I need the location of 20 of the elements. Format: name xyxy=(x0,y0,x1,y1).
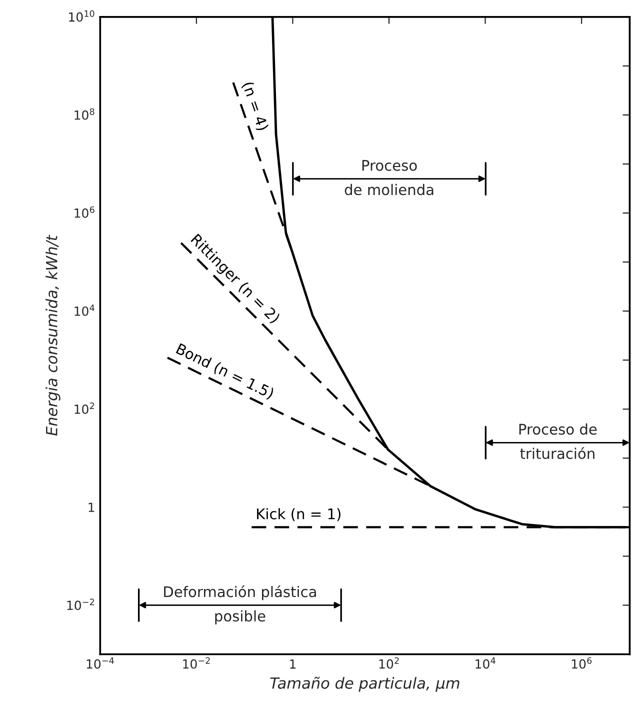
text: (n = 4) xyxy=(240,81,270,132)
x-tick-label: 10$^{6}$ xyxy=(572,657,592,669)
x-axis-title: Tamaño de particula, μm xyxy=(270,676,460,692)
y-tick-label: 10$^{10}$ xyxy=(69,10,94,22)
y-tick-label: 10$^{6}$ xyxy=(74,206,94,218)
x-tick-label: 1 xyxy=(290,659,296,669)
series-label: Kick (n = 1) xyxy=(257,508,340,522)
x-tick-label: 10$^{4}$ xyxy=(476,657,496,669)
annotation: Proceso de trituración xyxy=(519,423,597,460)
y-tick-label: 10$^{2}$ xyxy=(74,402,94,414)
x-tick-label: 10$^{−4}$ xyxy=(86,657,114,669)
x-tick-label: 10$^{2}$ xyxy=(379,657,399,669)
annotation: Deformación plástica posible xyxy=(164,585,316,624)
y-axis-title: Energia consumida, kWh/t xyxy=(46,234,60,436)
y-tick-label: 10$^{4}$ xyxy=(74,304,94,316)
annotation: Proceso de molienda xyxy=(344,160,434,196)
y-tick-label: 10$^{8}$ xyxy=(74,108,94,120)
y-tick-label: 1 xyxy=(88,502,94,512)
y-tick-label: 10$^{−2}$ xyxy=(67,598,94,610)
x-tick-label: 10$^{−2}$ xyxy=(183,657,210,669)
